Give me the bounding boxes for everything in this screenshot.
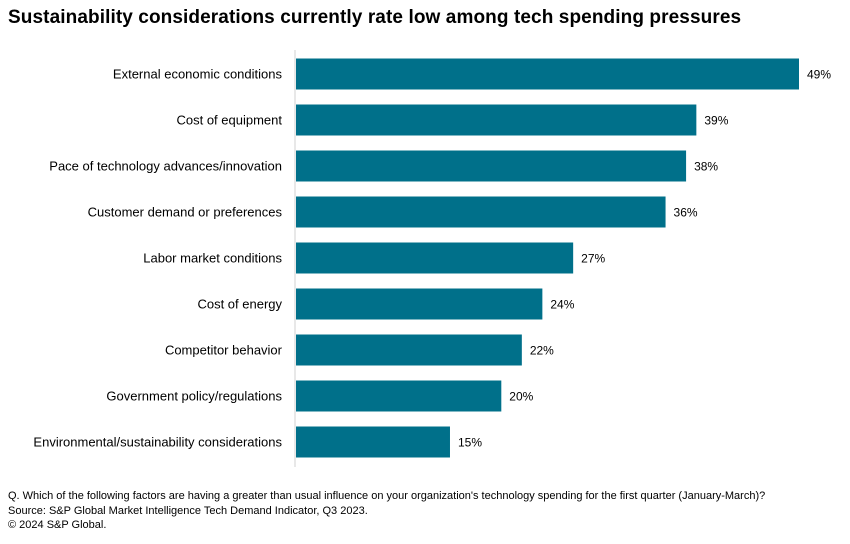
category-label: Labor market conditions — [143, 251, 282, 266]
bar — [296, 104, 697, 136]
bar — [296, 288, 543, 320]
bar — [296, 150, 687, 182]
data-label: 24% — [550, 298, 574, 312]
footnotes: Q. Which of the following factors are ha… — [8, 489, 765, 533]
data-label: 36% — [674, 206, 698, 220]
bar — [296, 196, 666, 228]
bar — [296, 426, 450, 458]
bar — [296, 380, 502, 412]
category-label: Competitor behavior — [165, 343, 283, 358]
bar — [296, 242, 574, 274]
bar — [296, 334, 522, 366]
category-label: Cost of equipment — [176, 113, 282, 128]
category-label: External economic conditions — [113, 67, 283, 82]
category-label: Cost of energy — [197, 297, 282, 312]
source-note: Source: S&P Global Market Intelligence T… — [8, 504, 368, 517]
data-label: 27% — [581, 252, 605, 266]
bar — [296, 58, 799, 90]
category-label: Environmental/sustainability considerati… — [33, 435, 282, 450]
data-label: 49% — [807, 68, 831, 82]
data-label: 39% — [704, 114, 728, 128]
data-label: 15% — [458, 436, 482, 450]
data-label: 20% — [509, 390, 533, 404]
data-label: 22% — [530, 344, 554, 358]
category-label: Government policy/regulations — [106, 389, 282, 404]
chart-title: Sustainability considerations currently … — [8, 7, 742, 28]
data-label: 38% — [694, 160, 718, 174]
survey-question: Q. Which of the following factors are ha… — [8, 490, 766, 502]
category-label: Pace of technology advances/innovation — [49, 159, 282, 174]
copyright-note: © 2024 S&P Global. — [8, 519, 107, 531]
category-label: Customer demand or preferences — [88, 205, 283, 220]
